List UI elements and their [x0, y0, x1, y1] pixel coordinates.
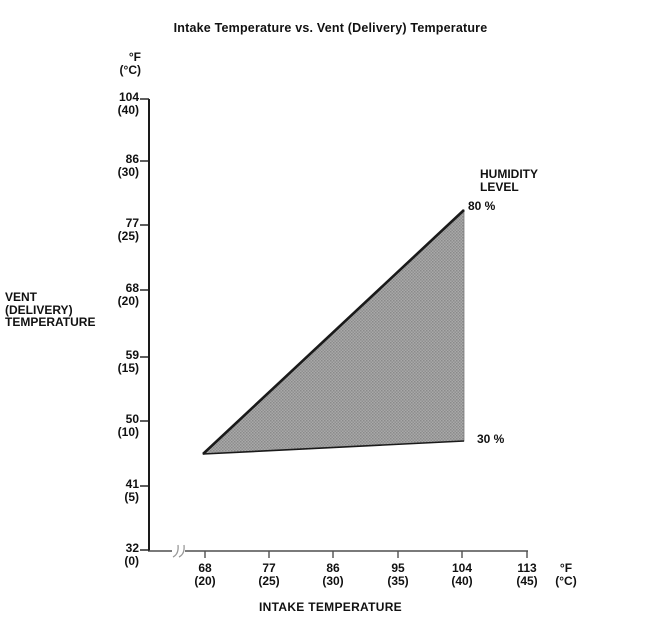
x-tick-marks — [204, 551, 528, 558]
y-tick-label: 41 (5) — [124, 477, 139, 504]
y-axis-unit-c: (°C) — [119, 63, 141, 77]
humidity-80-line — [202, 209, 465, 455]
x-axis-unit-f: °F — [559, 561, 573, 575]
x-axis-unit: °F (°C) — [543, 562, 589, 588]
axis-break-icon — [172, 544, 185, 558]
y-tick-label: 86 (30) — [117, 152, 139, 179]
x-tick-label: 68 (20) — [194, 561, 216, 588]
y-tick-marks — [140, 98, 149, 551]
legend-80-percent-label: 80 % — [468, 199, 496, 213]
x-axis-title: INTAKE TEMPERATURE — [259, 600, 402, 614]
y-tick-label: 32 (0) — [124, 541, 139, 568]
y-axis-title: VENT (DELIVERY) TEMPERATURE — [5, 290, 96, 329]
legend-title: HUMIDITY LEVEL — [480, 167, 538, 194]
x-tick-label: 77 (25) — [258, 561, 280, 588]
x-axis-unit-c: (°C) — [555, 574, 577, 588]
y-tick-label: 59 (15) — [117, 348, 139, 375]
chart-title: Intake Temperature vs. Vent (Delivery) T… — [173, 21, 488, 35]
y-tick-label: 68 (20) — [117, 281, 139, 308]
y-axis-unit: °F (°C) — [93, 51, 141, 77]
x-tick-label: 113 (45) — [516, 561, 538, 588]
y-tick-label: 104 (40) — [117, 90, 139, 117]
y-tick-label: 50 (10) — [117, 412, 139, 439]
x-tick-label: 95 (35) — [387, 561, 409, 588]
humidity-30-line — [202, 440, 465, 455]
x-tick-label: 104 (40) — [451, 561, 473, 588]
legend-30-percent-label: 30 % — [477, 432, 505, 446]
y-tick-label: 77 (25) — [117, 216, 139, 243]
y-axis-unit-f: °F — [128, 50, 141, 64]
x-tick-label: 86 (30) — [322, 561, 344, 588]
